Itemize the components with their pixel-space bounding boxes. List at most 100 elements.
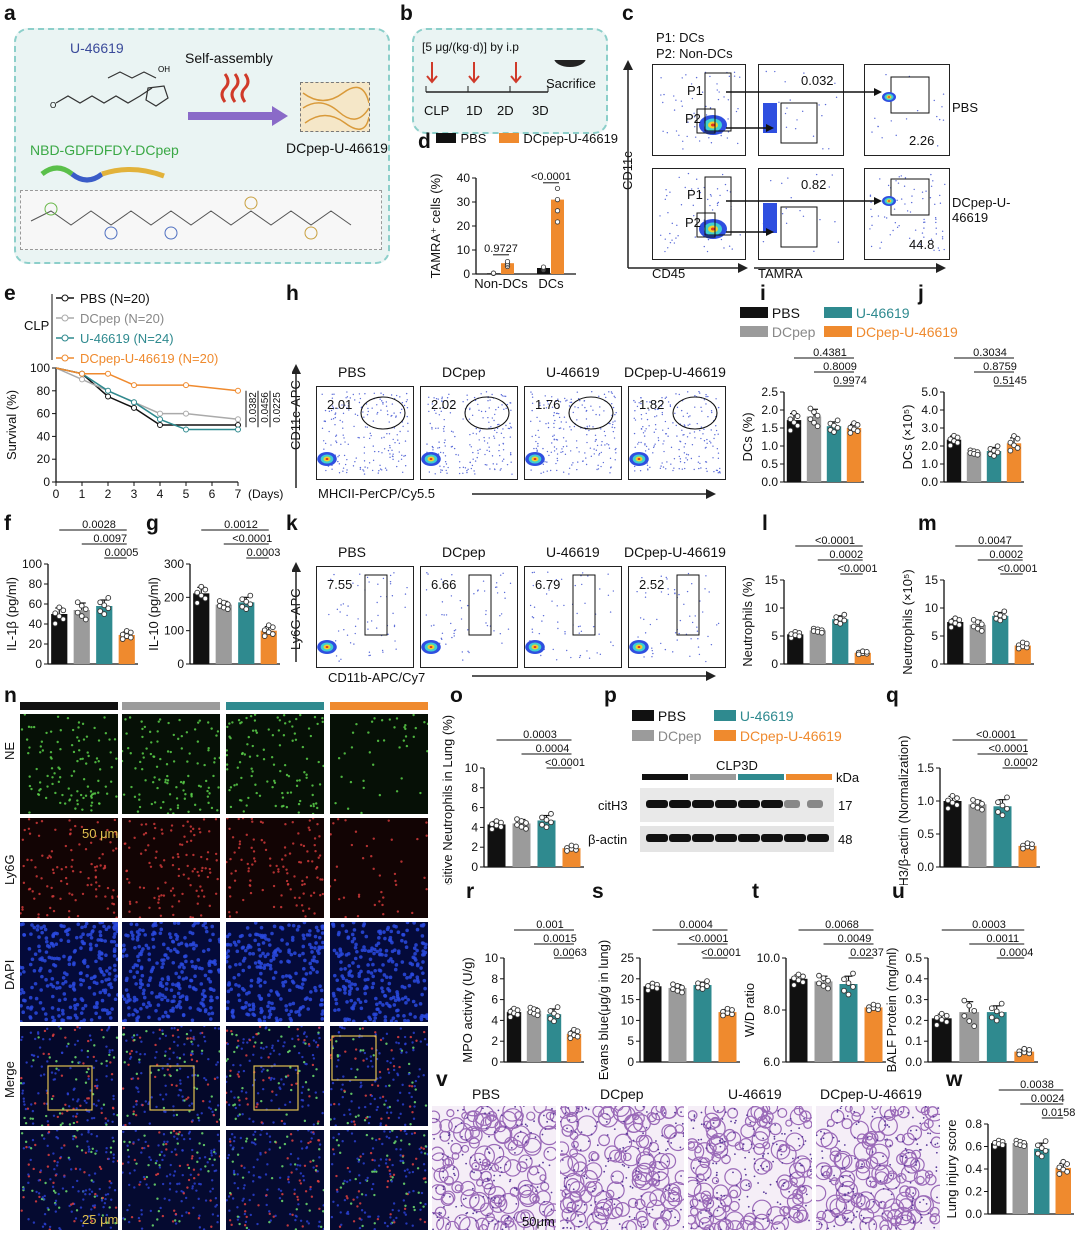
event [428,410,430,413]
legend-label: DCpep-U-46619 (N=20) [80,351,218,366]
cell-signal [178,1220,181,1223]
cell-signal [233,1050,236,1054]
cell-signal [107,966,112,970]
cell-signal [52,1181,55,1185]
event [727,99,730,101]
event [935,221,937,224]
cell-signal [252,850,256,853]
event [647,468,649,470]
cell-signal [29,1031,33,1034]
cell-signal [177,1132,180,1136]
cell-signal [76,1039,80,1043]
cell-signal [262,1015,267,1020]
event [404,465,407,467]
event [611,423,614,426]
cell-signal [32,1054,36,1057]
cell-signal [387,1116,390,1120]
event [488,421,490,423]
event [818,104,820,106]
cell-signal [283,1122,286,1125]
event [392,458,394,461]
event [500,432,503,434]
cell-signal [335,1040,338,1043]
cell-signal [112,954,117,958]
event [495,582,498,584]
cell-signal [232,975,237,980]
cell-signal [237,817,240,821]
event [485,622,487,624]
event [684,425,686,427]
cell-signal [245,926,250,930]
cell-signal [40,1124,44,1127]
event [491,393,493,396]
cell-signal [35,875,38,878]
cell-signal [73,1003,77,1008]
cell-signal [248,1059,251,1063]
y-tick-label: 80 [29,577,43,591]
cell-signal [176,921,181,925]
cell-signal [253,921,258,925]
cell-signal [356,964,361,969]
event [530,420,532,423]
cell-signal [280,1035,283,1038]
event [373,450,376,453]
nondc-cluster [763,203,777,233]
event [493,468,496,470]
event [568,467,571,469]
event [435,397,438,400]
cell-signal [231,1197,235,1200]
event [391,449,393,452]
cell-signal [352,928,357,932]
event [715,425,717,427]
event [547,403,549,405]
cell-signal [252,1165,255,1169]
cell-signal [386,1068,390,1071]
cell-signal [72,962,76,967]
pvalue-label: <0.0001 [815,535,855,547]
cell-signal [299,1219,303,1222]
cell-signal [245,1097,248,1100]
cell-signal [418,1068,421,1071]
cell-signal [98,990,103,995]
gate-percent: 6.66 [431,577,456,592]
event [703,245,705,248]
panel-label-d: d [418,130,431,153]
event [346,407,348,409]
cell-signal [322,764,325,768]
cell-signal [98,1187,101,1191]
cell-signal [294,1218,297,1222]
cell-signal [181,1095,184,1098]
cell-signal [261,888,264,892]
cell-signal [378,900,381,903]
event [661,411,663,414]
cell-signal [97,802,101,805]
cell-signal [54,1191,57,1194]
cell-signal [161,942,166,947]
cell-signal [196,740,200,743]
cell-signal [246,1012,251,1017]
cell-signal [318,835,321,838]
event [785,222,788,225]
event [395,416,397,418]
cell-signal [238,840,242,843]
cell-signal [57,1206,61,1209]
event [664,198,667,201]
cell-signal [419,1017,424,1022]
cell-signal [414,1088,417,1091]
event [709,107,712,109]
event [493,429,496,431]
cell-signal [113,818,117,822]
cell-signal [197,1217,201,1220]
cell-signal [187,774,190,778]
cell-signal [23,1116,26,1120]
cell-signal [27,818,31,821]
event [446,472,448,474]
cell-signal [300,1024,303,1028]
cell-signal [183,797,187,800]
cell-signal [218,1155,222,1158]
cell-signal [308,1209,311,1212]
cell-signal [50,994,55,999]
cell-signal [311,1063,315,1067]
cell-signal [318,1207,321,1211]
event [785,207,787,210]
